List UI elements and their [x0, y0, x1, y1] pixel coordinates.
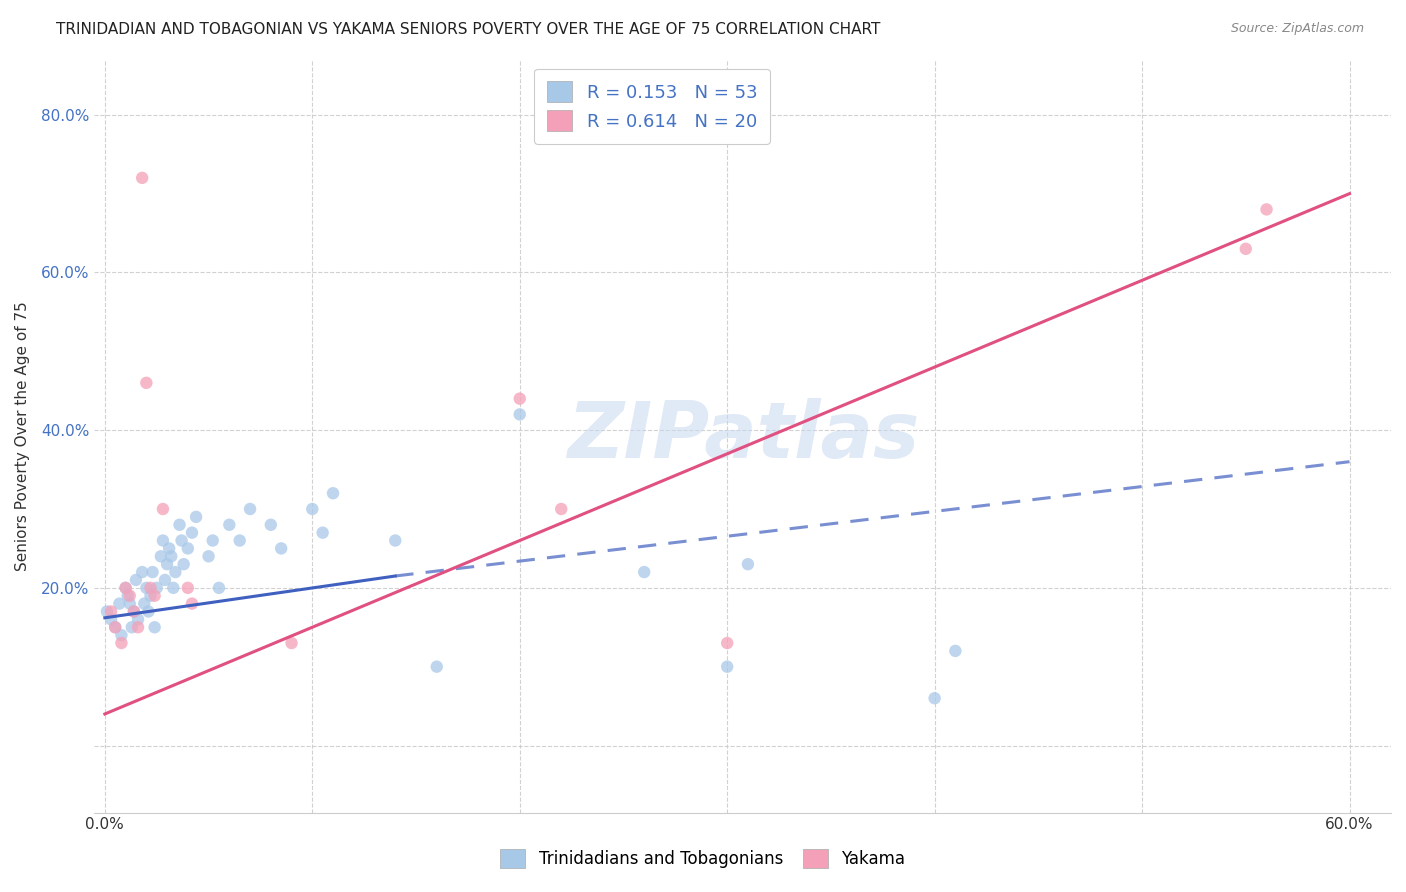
Point	[139, 589, 162, 603]
Point	[550, 502, 572, 516]
Point	[96, 605, 118, 619]
Point	[138, 605, 160, 619]
Y-axis label: Seniors Poverty Over the Age of 75: Seniors Poverty Over the Age of 75	[15, 301, 30, 571]
Point	[125, 573, 148, 587]
Point	[384, 533, 406, 548]
Point	[160, 549, 183, 564]
Point	[633, 565, 655, 579]
Point	[145, 581, 167, 595]
Point	[143, 589, 166, 603]
Point	[301, 502, 323, 516]
Point	[173, 557, 195, 571]
Point	[208, 581, 231, 595]
Point	[181, 597, 204, 611]
Point	[100, 605, 122, 619]
Point	[110, 628, 132, 642]
Point	[197, 549, 219, 564]
Point	[311, 525, 333, 540]
Point	[156, 557, 179, 571]
Point	[143, 620, 166, 634]
Point	[152, 502, 174, 516]
Point	[201, 533, 224, 548]
Point	[135, 376, 157, 390]
Point	[509, 408, 531, 422]
Point	[924, 691, 946, 706]
Point	[260, 517, 283, 532]
Point	[165, 565, 187, 579]
Point	[122, 605, 145, 619]
Point	[716, 659, 738, 673]
Legend: R = 0.153   N = 53, R = 0.614   N = 20: R = 0.153 N = 53, R = 0.614 N = 20	[534, 69, 770, 144]
Legend: Trinidadians and Tobagonians, Yakama: Trinidadians and Tobagonians, Yakama	[494, 842, 912, 875]
Point	[134, 597, 156, 611]
Point	[280, 636, 302, 650]
Point	[228, 533, 250, 548]
Point	[177, 581, 200, 595]
Point	[104, 620, 127, 634]
Point	[139, 581, 162, 595]
Point	[218, 517, 240, 532]
Point	[114, 581, 136, 595]
Point	[162, 581, 184, 595]
Point	[322, 486, 344, 500]
Point	[117, 589, 139, 603]
Point	[270, 541, 292, 556]
Point	[114, 581, 136, 595]
Point	[131, 170, 153, 185]
Point	[153, 573, 176, 587]
Point	[177, 541, 200, 556]
Point	[100, 612, 122, 626]
Point	[737, 557, 759, 571]
Text: TRINIDADIAN AND TOBAGONIAN VS YAKAMA SENIORS POVERTY OVER THE AGE OF 75 CORRELAT: TRINIDADIAN AND TOBAGONIAN VS YAKAMA SEN…	[56, 22, 880, 37]
Point	[716, 636, 738, 650]
Point	[152, 533, 174, 548]
Point	[170, 533, 193, 548]
Text: ZIPatlas: ZIPatlas	[567, 398, 920, 474]
Point	[121, 620, 143, 634]
Point	[1256, 202, 1278, 217]
Point	[135, 581, 157, 595]
Point	[1234, 242, 1257, 256]
Point	[509, 392, 531, 406]
Point	[104, 620, 127, 634]
Point	[118, 589, 141, 603]
Point	[149, 549, 172, 564]
Point	[131, 565, 153, 579]
Point	[943, 644, 966, 658]
Point	[127, 612, 149, 626]
Point	[110, 636, 132, 650]
Text: Source: ZipAtlas.com: Source: ZipAtlas.com	[1230, 22, 1364, 36]
Point	[108, 597, 131, 611]
Point	[118, 597, 141, 611]
Point	[142, 565, 165, 579]
Point	[181, 525, 204, 540]
Point	[127, 620, 149, 634]
Point	[426, 659, 449, 673]
Point	[157, 541, 180, 556]
Point	[239, 502, 262, 516]
Point	[184, 509, 207, 524]
Point	[169, 517, 191, 532]
Point	[122, 605, 145, 619]
